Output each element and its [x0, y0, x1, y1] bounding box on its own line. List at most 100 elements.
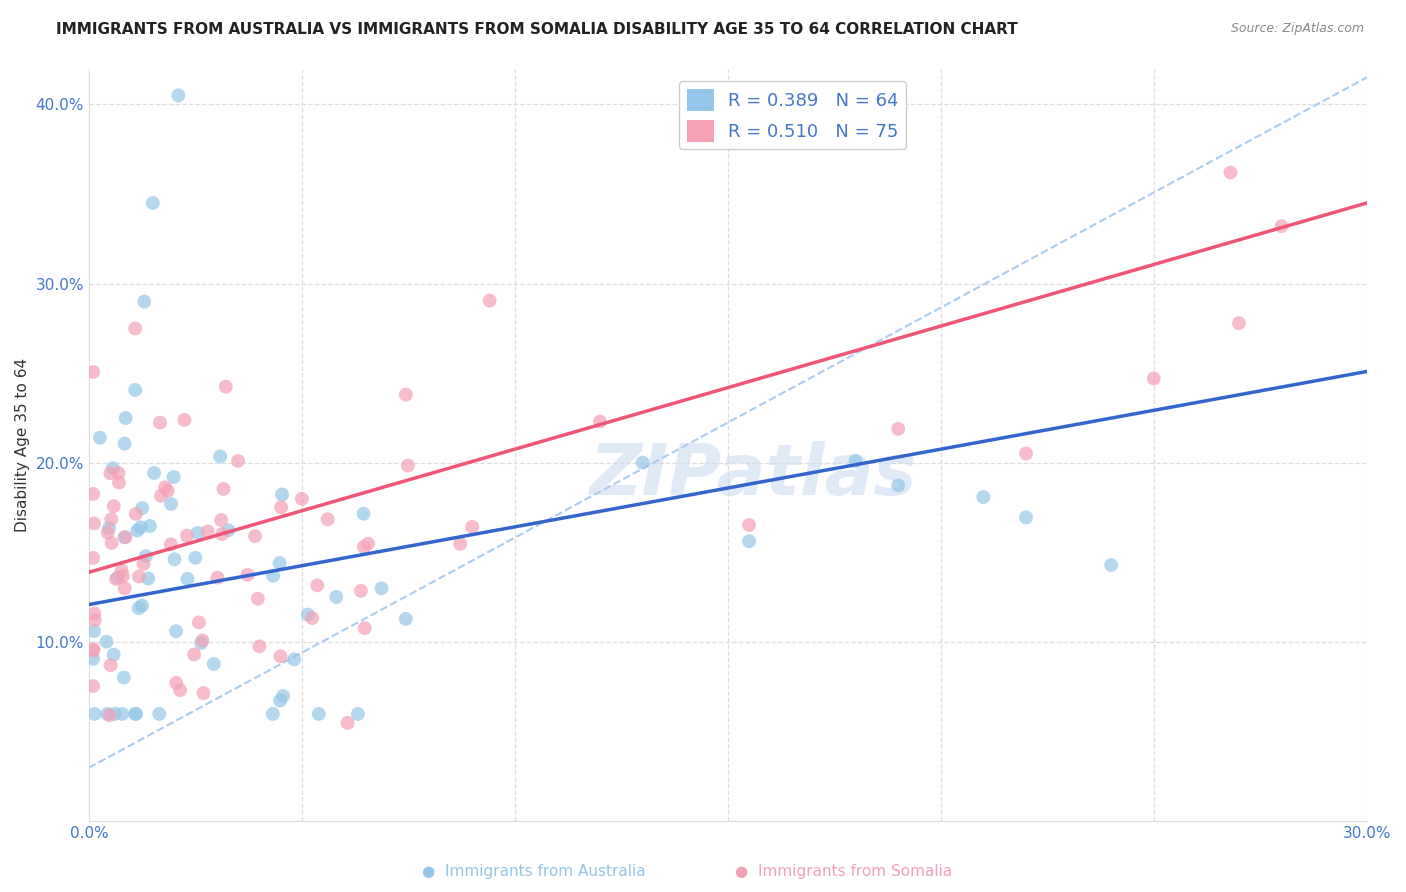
Point	[142, 196, 165, 211]
Point	[243, 529, 266, 543]
Point	[103, 499, 125, 513]
Point	[135, 549, 157, 563]
Point	[197, 524, 219, 539]
Point	[96, 706, 118, 721]
Point	[96, 634, 118, 648]
Point	[215, 379, 238, 393]
Point	[112, 671, 135, 685]
Point	[156, 483, 179, 498]
Point	[1099, 558, 1122, 573]
Point	[187, 615, 209, 630]
Point	[395, 612, 418, 626]
Point	[136, 572, 159, 586]
Point	[325, 590, 347, 604]
Point	[262, 706, 284, 721]
Point	[972, 490, 994, 504]
Point	[125, 507, 148, 521]
Point	[262, 568, 284, 582]
Point	[97, 525, 120, 540]
Point	[176, 572, 198, 586]
Legend: R = 0.389   N = 64, R = 0.510   N = 75: R = 0.389 N = 64, R = 0.510 N = 75	[679, 81, 905, 149]
Point	[845, 454, 868, 468]
Point	[202, 657, 225, 671]
Point	[269, 556, 291, 570]
Point	[190, 636, 212, 650]
Point	[207, 571, 229, 585]
Point	[478, 293, 501, 308]
Point	[589, 415, 612, 429]
Point	[148, 706, 170, 721]
Point	[111, 569, 134, 583]
Point	[84, 613, 107, 627]
Point	[131, 599, 153, 613]
Point	[100, 512, 122, 526]
Point	[149, 416, 172, 430]
Point	[114, 582, 136, 596]
Point	[108, 475, 131, 490]
Point	[134, 294, 156, 309]
Y-axis label: Disability Age 35 to 64: Disability Age 35 to 64	[15, 358, 30, 532]
Point	[347, 706, 370, 721]
Point	[107, 466, 129, 480]
Point	[100, 658, 122, 673]
Point	[353, 540, 375, 554]
Point	[83, 624, 105, 639]
Point	[269, 693, 291, 707]
Point	[631, 456, 654, 470]
Point	[114, 436, 136, 450]
Point	[308, 706, 330, 721]
Point	[887, 422, 910, 436]
Point	[738, 518, 761, 533]
Point	[83, 516, 105, 531]
Point	[83, 642, 105, 657]
Point	[269, 649, 291, 664]
Point	[297, 607, 319, 622]
Point	[111, 706, 134, 721]
Point	[112, 530, 135, 544]
Text: ●  Immigrants from Somalia: ● Immigrants from Somalia	[735, 863, 952, 879]
Point	[163, 470, 186, 484]
Point	[449, 537, 471, 551]
Point	[173, 413, 195, 427]
Point	[107, 570, 129, 584]
Point	[212, 482, 235, 496]
Point	[124, 383, 146, 397]
Point	[143, 466, 166, 480]
Point	[160, 497, 183, 511]
Point	[82, 365, 104, 379]
Point	[160, 537, 183, 551]
Point	[370, 582, 392, 596]
Point	[461, 520, 484, 534]
Point	[131, 501, 153, 516]
Point	[353, 507, 375, 521]
Point	[104, 706, 127, 721]
Point	[395, 387, 418, 401]
Point	[100, 467, 122, 481]
Point	[1227, 316, 1250, 330]
Point	[114, 530, 136, 544]
Point	[111, 564, 134, 578]
Point	[83, 706, 105, 721]
Point	[98, 521, 121, 535]
Point	[163, 552, 186, 566]
Point	[165, 624, 187, 639]
Point	[176, 529, 198, 543]
Point	[183, 648, 205, 662]
Point	[350, 583, 373, 598]
Point	[82, 679, 104, 693]
Point	[307, 578, 329, 592]
Point	[83, 607, 105, 621]
Point	[82, 487, 104, 501]
Point	[1219, 165, 1241, 179]
Text: Source: ZipAtlas.com: Source: ZipAtlas.com	[1230, 22, 1364, 36]
Point	[105, 572, 128, 586]
Point	[191, 633, 214, 648]
Point	[211, 527, 233, 541]
Point	[887, 478, 910, 492]
Point	[247, 640, 270, 654]
Point	[193, 686, 215, 700]
Point	[125, 706, 148, 721]
Point	[82, 550, 104, 565]
Point	[124, 321, 146, 335]
Point	[103, 648, 125, 662]
